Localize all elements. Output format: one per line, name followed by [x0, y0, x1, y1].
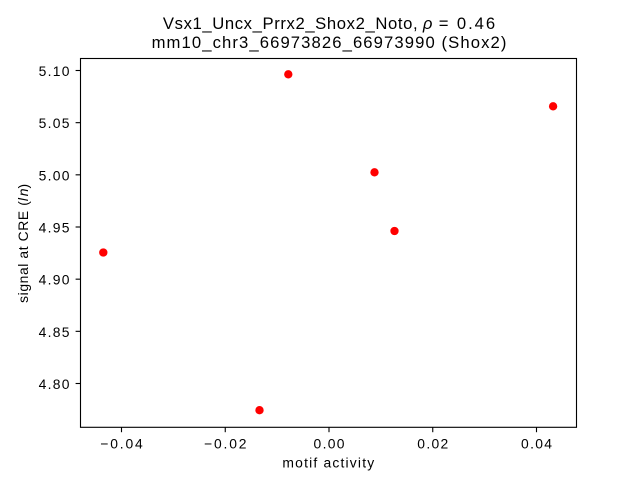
svg-text:5.00: 5.00: [39, 167, 70, 183]
svg-text:motif activity: motif activity: [282, 454, 374, 470]
svg-text:signal at CRE (: signal at CRE (: [15, 201, 31, 303]
svg-text:Vsx1_Uncx_Prrx2_Shox2_Noto,: Vsx1_Uncx_Prrx2_Shox2_Noto,: [163, 14, 418, 33]
svg-text:0.02: 0.02: [417, 436, 448, 452]
svg-text:mm10_chr3_66973826_66973990 (S: mm10_chr3_66973826_66973990 (Shox2): [152, 33, 507, 52]
svg-text:0.04: 0.04: [521, 436, 552, 452]
svg-text:4.90: 4.90: [39, 272, 70, 288]
svg-text:−0.02: −0.02: [204, 436, 247, 452]
svg-text:5.10: 5.10: [39, 63, 70, 79]
svg-text:0.00: 0.00: [314, 436, 345, 452]
svg-text:−0.04: −0.04: [100, 436, 143, 452]
svg-text:ln: ln: [15, 188, 31, 201]
svg-text:): ): [15, 184, 31, 189]
svg-text:ρ: ρ: [422, 14, 433, 33]
svg-text:5.05: 5.05: [39, 115, 70, 131]
svg-text:4.95: 4.95: [39, 220, 70, 236]
svg-text:4.80: 4.80: [39, 376, 70, 392]
svg-text:4.85: 4.85: [39, 324, 70, 340]
